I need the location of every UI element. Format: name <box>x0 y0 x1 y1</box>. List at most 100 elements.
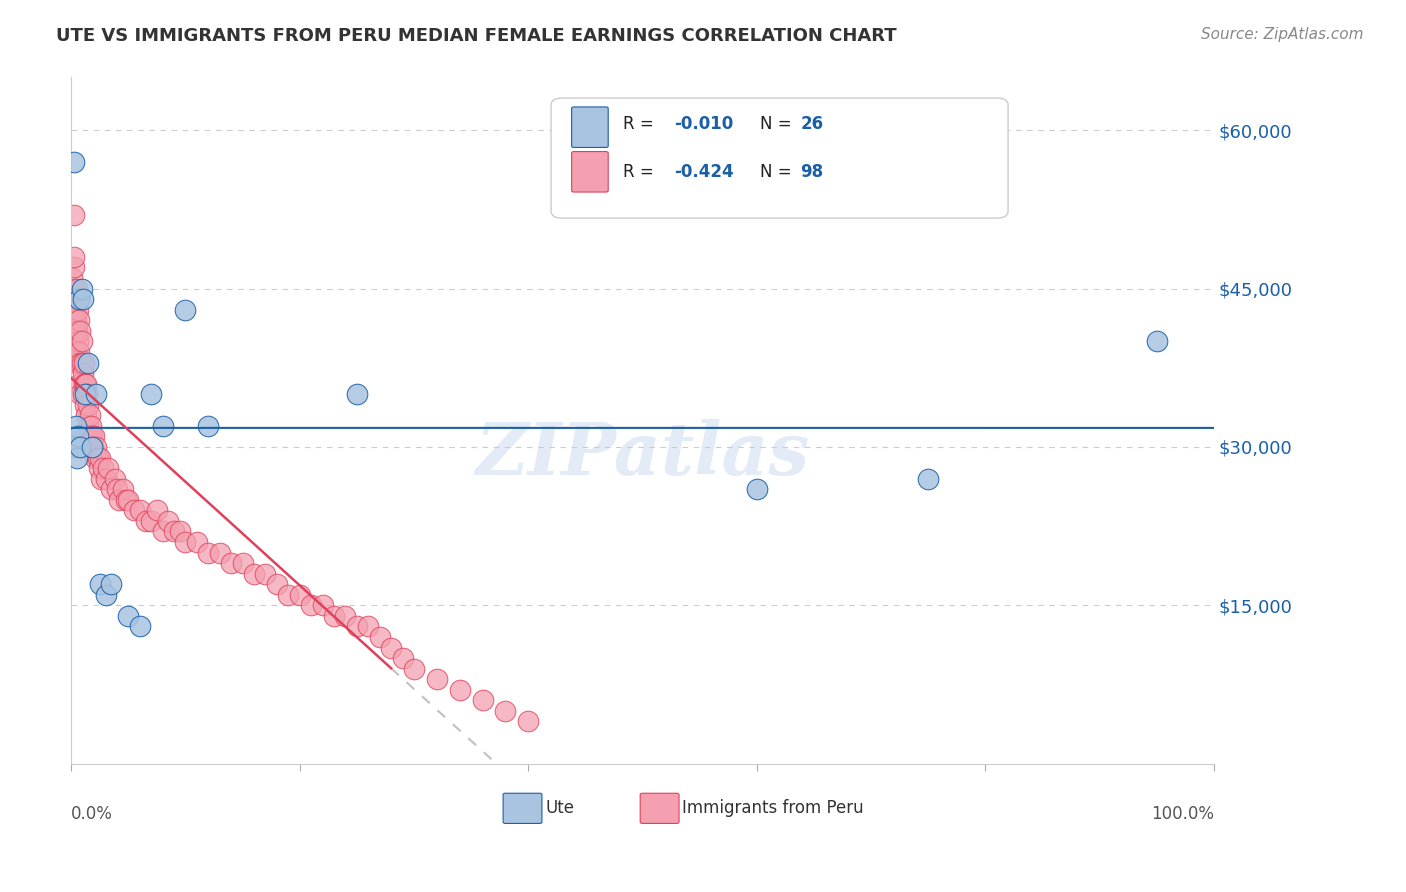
Point <box>66 355 89 369</box>
Point <box>76 387 98 401</box>
Point <box>100 577 122 591</box>
FancyBboxPatch shape <box>572 152 609 192</box>
Point <box>62 250 84 264</box>
Point <box>77 398 100 412</box>
Point <box>163 524 186 539</box>
Point <box>80 440 103 454</box>
Point <box>67 334 90 349</box>
Point <box>208 545 231 559</box>
Point <box>63 282 86 296</box>
Point <box>299 599 322 613</box>
Point <box>79 409 101 423</box>
Point <box>72 292 94 306</box>
Point <box>146 503 169 517</box>
Point <box>89 577 111 591</box>
Point <box>197 545 219 559</box>
Point <box>72 387 94 401</box>
Point <box>402 662 425 676</box>
Point <box>73 355 96 369</box>
Point <box>79 418 101 433</box>
Point <box>157 514 180 528</box>
FancyBboxPatch shape <box>503 793 541 823</box>
Point <box>104 472 127 486</box>
Text: -0.424: -0.424 <box>675 163 734 181</box>
Point <box>67 302 90 317</box>
Point <box>66 324 89 338</box>
Point <box>73 376 96 391</box>
Point <box>122 503 145 517</box>
Text: R =: R = <box>623 163 659 181</box>
Point <box>69 355 91 369</box>
Point <box>91 461 114 475</box>
Point <box>141 514 163 528</box>
Point <box>83 429 105 443</box>
Point <box>86 440 108 454</box>
Point <box>70 334 93 349</box>
Point <box>75 409 97 423</box>
FancyBboxPatch shape <box>572 107 609 147</box>
Point <box>65 418 87 433</box>
Text: 26: 26 <box>800 115 824 133</box>
Point <box>60 292 83 306</box>
Point <box>80 429 103 443</box>
Point <box>66 292 89 306</box>
FancyBboxPatch shape <box>551 98 1008 219</box>
Point <box>79 429 101 443</box>
Text: 98: 98 <box>800 163 824 181</box>
Point <box>917 472 939 486</box>
Point <box>94 472 117 486</box>
Point <box>60 302 83 317</box>
Point <box>108 492 131 507</box>
Point <box>1146 334 1168 349</box>
Text: ZIPatlas: ZIPatlas <box>475 419 810 491</box>
Text: Immigrants from Peru: Immigrants from Peru <box>682 799 865 817</box>
Point <box>128 619 150 633</box>
Point <box>90 472 112 486</box>
Point <box>62 292 84 306</box>
Point <box>66 450 89 465</box>
Point <box>169 524 191 539</box>
Text: N =: N = <box>761 163 797 181</box>
Point <box>141 387 163 401</box>
Point <box>266 577 288 591</box>
Point <box>63 302 86 317</box>
Point <box>174 302 197 317</box>
Point <box>219 556 242 570</box>
Point <box>67 376 90 391</box>
Point <box>94 588 117 602</box>
Point <box>69 440 91 454</box>
Point <box>70 282 93 296</box>
Point <box>62 313 84 327</box>
Point <box>391 651 413 665</box>
Point <box>97 461 120 475</box>
Point <box>66 282 89 296</box>
Point <box>494 704 516 718</box>
Point <box>63 440 86 454</box>
Point <box>87 461 110 475</box>
Point <box>70 355 93 369</box>
Point <box>449 682 471 697</box>
Point <box>152 524 174 539</box>
Point <box>311 599 333 613</box>
Point <box>277 588 299 602</box>
Point <box>73 387 96 401</box>
Point <box>67 292 90 306</box>
Point <box>89 450 111 465</box>
Text: -0.010: -0.010 <box>675 115 734 133</box>
Point <box>254 566 277 581</box>
Point <box>86 387 108 401</box>
Point <box>243 566 266 581</box>
Point <box>105 482 128 496</box>
Point <box>62 260 84 275</box>
Point <box>63 334 86 349</box>
Point <box>65 345 87 359</box>
Text: Ute: Ute <box>546 799 575 817</box>
Point <box>86 450 108 465</box>
Point <box>357 619 380 633</box>
Point <box>232 556 254 570</box>
FancyBboxPatch shape <box>640 793 679 823</box>
Point <box>174 535 197 549</box>
Point <box>323 608 346 623</box>
Text: Source: ZipAtlas.com: Source: ZipAtlas.com <box>1201 27 1364 42</box>
Point <box>67 429 90 443</box>
